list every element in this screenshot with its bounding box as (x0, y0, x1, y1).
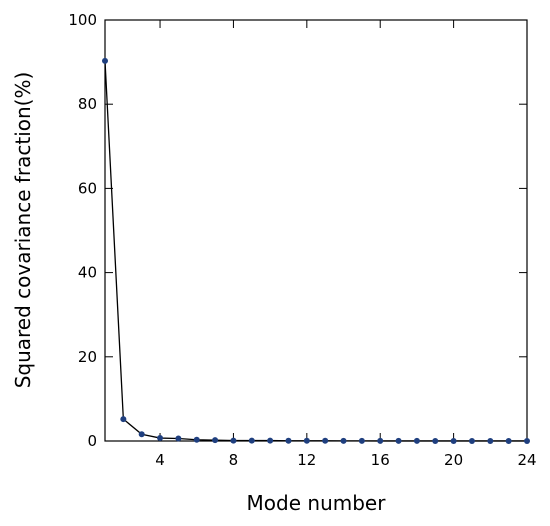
data-point (138, 431, 145, 438)
y-tick-label: 40 (78, 264, 97, 282)
data-point (157, 435, 164, 442)
y-tick-label: 0 (87, 432, 97, 450)
y-tick-label: 80 (78, 95, 97, 113)
data-point (285, 437, 292, 444)
plot-frame (104, 19, 528, 442)
series-line (104, 60, 527, 442)
data-point (248, 437, 255, 444)
data-point (377, 437, 384, 444)
x-tick-label: 12 (297, 451, 316, 469)
data-point (468, 437, 475, 444)
data-point (487, 437, 494, 444)
data-point (212, 437, 219, 444)
data-point (450, 437, 457, 444)
y-tick-label: 20 (78, 348, 97, 366)
data-point (230, 437, 237, 444)
data-point (413, 437, 420, 444)
x-tick-label: 20 (444, 451, 463, 469)
data-point (505, 437, 512, 444)
data-point (120, 416, 127, 423)
data-point (267, 437, 274, 444)
data-point (303, 437, 310, 444)
x-axis-label: Mode number (247, 491, 387, 515)
x-tick-label: 24 (517, 451, 536, 469)
x-tick-label: 16 (371, 451, 390, 469)
data-point (358, 437, 365, 444)
y-tick-label: 100 (68, 11, 97, 29)
data-point (432, 437, 439, 444)
data-point (175, 435, 182, 442)
x-tick-label: 8 (229, 451, 239, 469)
y-axis-label: Squared covariance fraction(%) (11, 72, 35, 389)
data-point (102, 57, 108, 64)
data-point (524, 437, 530, 444)
data-point (193, 436, 200, 443)
data-point (322, 437, 329, 444)
x-tick-label: 4 (155, 451, 165, 469)
y-tick-label: 60 (78, 179, 97, 197)
data-point (395, 437, 402, 444)
data-point (340, 437, 347, 444)
